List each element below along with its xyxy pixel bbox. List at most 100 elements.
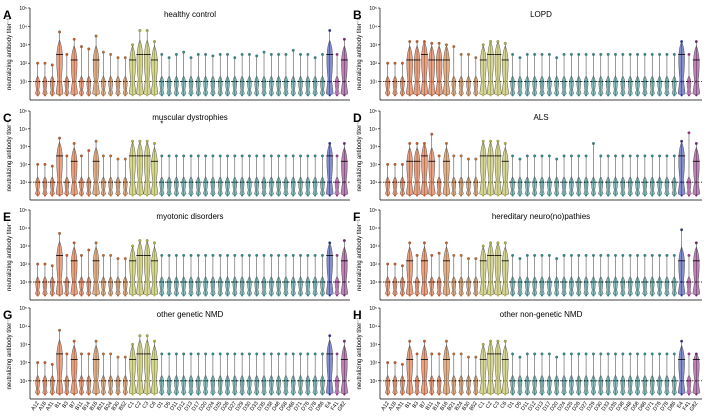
violin-point	[277, 294, 280, 297]
violin-point	[211, 80, 215, 83]
violin-point	[138, 294, 141, 297]
violin-point	[504, 294, 507, 297]
violin-B14	[436, 154, 442, 197]
violin-body	[486, 242, 495, 296]
violin-point	[328, 393, 331, 396]
violin-point	[599, 80, 602, 83]
x-tick-label: D29	[235, 401, 246, 413]
violin-point	[636, 94, 639, 97]
violin-point	[629, 80, 632, 83]
violin-D48	[627, 253, 633, 297]
violin-body	[620, 75, 626, 96]
violin-B7	[70, 142, 78, 197]
violin-point	[335, 393, 339, 396]
violin-point	[496, 280, 500, 284]
violin-max-point	[204, 154, 208, 158]
violin-C1	[479, 244, 487, 297]
violin-max-point	[153, 40, 156, 44]
violin-point	[175, 379, 178, 382]
violin-max-point	[218, 352, 222, 356]
violin-point	[562, 379, 566, 382]
violin-max-point	[87, 149, 91, 152]
violin-point	[423, 194, 426, 197]
violin-body	[517, 276, 523, 296]
violin-max-point	[591, 142, 595, 145]
violin-max-point	[335, 352, 339, 356]
violin-point	[643, 94, 646, 97]
violin-body	[210, 276, 216, 296]
violin-B7	[420, 142, 429, 197]
violin-max-point	[123, 257, 127, 261]
violin-point	[343, 194, 346, 197]
violin-max-point	[277, 52, 281, 56]
violin-C6	[150, 339, 159, 396]
violin-point	[87, 294, 90, 297]
y-axis-label: neutralizing antibody titer⁻¹	[357, 120, 363, 192]
violin-point	[131, 80, 134, 83]
violin-point	[511, 194, 514, 197]
violin-max-point	[694, 352, 698, 356]
violin-point	[592, 80, 595, 83]
violin-B21	[100, 50, 106, 97]
violin-point	[511, 393, 514, 396]
violin-point	[248, 181, 251, 184]
violin-B21	[451, 45, 457, 97]
violin-point	[299, 80, 302, 83]
violin-point	[570, 280, 573, 284]
violin-body	[598, 276, 604, 296]
violin-body	[686, 374, 692, 395]
x-tick-label: D33	[601, 401, 612, 413]
violin-max-point	[445, 241, 448, 245]
violin-point	[270, 379, 273, 382]
violin-point	[80, 379, 83, 382]
violin-A12	[385, 162, 391, 197]
violin-point	[658, 294, 661, 297]
violin-max-point	[628, 154, 632, 158]
violin-body	[627, 176, 633, 196]
violin-max-point	[687, 52, 691, 56]
violin-B11	[428, 132, 436, 197]
violin-point	[643, 393, 646, 396]
violin-point	[299, 379, 302, 382]
violin-max-point	[518, 355, 522, 359]
violin-body	[494, 242, 502, 296]
violin-body	[465, 75, 472, 96]
violin-D20	[554, 56, 560, 97]
violin-C2	[136, 139, 144, 197]
violin-body	[598, 374, 604, 395]
violin-max-point	[496, 339, 500, 343]
violin-B11	[428, 41, 436, 97]
violin-point	[65, 181, 68, 184]
violin-D27	[232, 253, 238, 297]
violin-point	[292, 181, 295, 184]
violin-point	[438, 194, 441, 197]
violin-max-point	[131, 139, 135, 143]
x-tick-label: D27	[227, 401, 238, 413]
violin-body	[671, 176, 677, 196]
violin-point	[146, 379, 149, 382]
x-tick-label: D12	[176, 401, 187, 413]
violin-D35	[261, 154, 267, 197]
violin-body	[568, 176, 574, 196]
violin-body	[429, 374, 435, 395]
y-axis-label: neutralizing antibody titer⁻¹	[7, 120, 13, 192]
violin-D26	[224, 52, 231, 97]
violin-point	[401, 294, 404, 297]
violin-body	[290, 276, 296, 296]
violin-D11	[173, 352, 179, 396]
violin-point	[533, 393, 536, 396]
violin-D25	[568, 352, 574, 396]
violin-body	[297, 374, 304, 395]
violin-body	[539, 276, 545, 296]
violin-body	[49, 176, 55, 196]
violin-point	[299, 294, 302, 297]
violin-body	[49, 374, 55, 395]
violin-max-point	[599, 253, 603, 257]
y-tick-label: 10⁴	[19, 324, 27, 330]
violin-point	[204, 94, 207, 97]
violin-max-point	[313, 352, 317, 356]
violin-max-point	[400, 61, 404, 65]
violin-point	[328, 80, 331, 83]
